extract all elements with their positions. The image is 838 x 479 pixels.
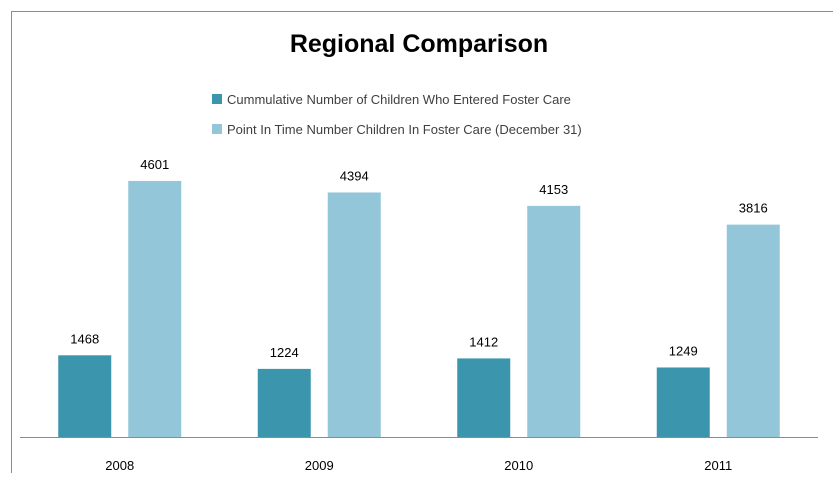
data-label-point-in-time-2011: 3816 [739, 201, 768, 216]
legend-item-entered: Cummulative Number of Children Who Enter… [212, 84, 582, 114]
data-label-entered-2008: 1468 [70, 331, 99, 346]
bar-point-in-time-2010 [527, 205, 581, 437]
legend-swatch-entered [212, 94, 222, 104]
legend-item-point-in-time: Point In Time Number Children In Foster … [212, 114, 582, 144]
x-tick-label-2009: 2009 [305, 458, 334, 473]
bar-entered-2011 [656, 367, 710, 437]
chart-frame [11, 11, 833, 473]
legend: Cummulative Number of Children Who Enter… [212, 84, 582, 144]
bar-entered-2008 [58, 355, 112, 437]
x-tick-label-2008: 2008 [105, 458, 134, 473]
bar-entered-2010 [457, 358, 511, 437]
bar-point-in-time-2009 [327, 192, 381, 437]
bar-point-in-time-2008 [128, 180, 182, 438]
data-label-entered-2009: 1224 [270, 345, 299, 360]
data-label-point-in-time-2010: 4153 [539, 182, 568, 197]
bar-point-in-time-2011 [726, 224, 780, 437]
legend-label-point-in-time: Point In Time Number Children In Foster … [227, 121, 582, 137]
bar-entered-2009 [257, 368, 311, 437]
data-label-point-in-time-2008: 4601 [140, 157, 169, 172]
data-label-entered-2010: 1412 [469, 334, 498, 349]
legend-swatch-point-in-time [212, 124, 222, 134]
x-tick-label-2010: 2010 [504, 458, 533, 473]
chart-title: Regional Comparison [289, 30, 549, 58]
x-tick-label-2011: 2011 [704, 458, 732, 473]
data-label-point-in-time-2009: 4394 [340, 168, 369, 183]
legend-label-entered: Cummulative Number of Children Who Enter… [227, 91, 571, 107]
data-label-entered-2011: 1249 [669, 343, 698, 358]
